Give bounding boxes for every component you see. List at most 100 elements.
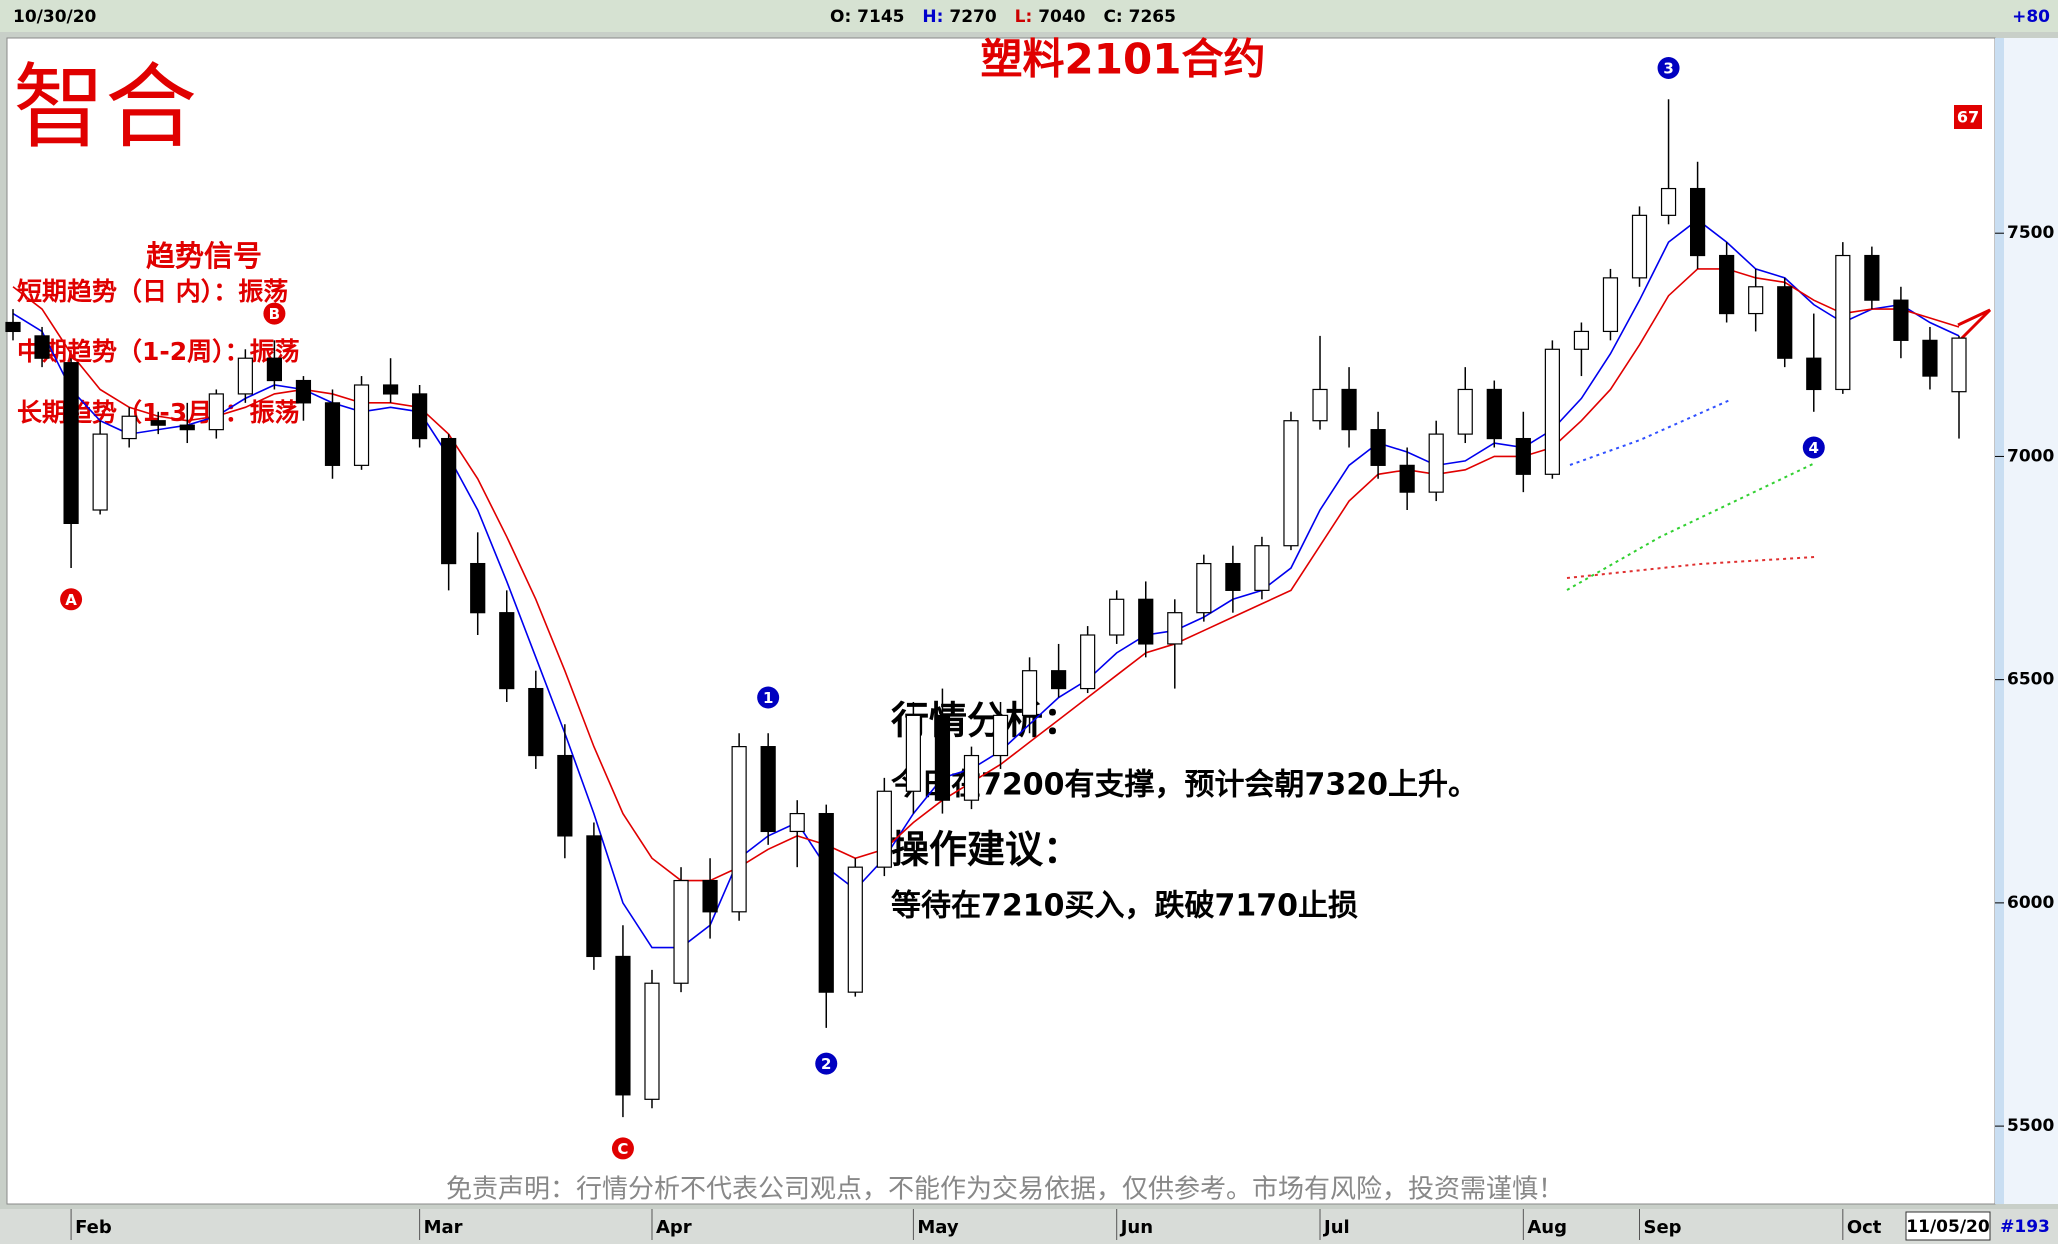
x-tick-label: Sep <box>1644 1217 1682 1238</box>
header-date: 10/30/20 <box>13 7 97 27</box>
candle-body <box>1864 254 1880 301</box>
candle-body <box>441 437 457 565</box>
candle-body <box>179 424 195 431</box>
badge-box <box>1954 105 1982 129</box>
candle-body <box>847 866 863 993</box>
footer-date: 11/05/20 <box>1906 1217 1990 1237</box>
signal-title: 趋势信号 <box>146 239 262 273</box>
candle-body <box>586 835 602 958</box>
wave-marker <box>263 302 286 325</box>
ohlc: O: 7145 H: 7270 L: 7040 C: 7265 <box>830 7 1176 27</box>
wave-label: 3 <box>1663 60 1673 78</box>
candle-body <box>818 812 834 993</box>
value: 7270 <box>949 7 996 27</box>
wave-marker <box>1657 57 1680 80</box>
candle-body <box>1457 388 1473 435</box>
candle-body <box>266 357 283 382</box>
wave-label: C <box>617 1140 628 1158</box>
change: +80 <box>2012 7 2050 27</box>
candle-body <box>1167 612 1183 645</box>
candle-body <box>1312 388 1328 422</box>
candle-body <box>295 379 312 404</box>
candle-body <box>1283 420 1299 547</box>
value: 7145 <box>857 7 904 27</box>
label: O: <box>830 7 851 27</box>
candle-body <box>760 746 776 833</box>
label: L: <box>1015 7 1033 27</box>
candle-body <box>1109 598 1125 636</box>
candle-body <box>1719 254 1735 315</box>
y-tick-label: 6500 <box>2007 670 2054 690</box>
candle-body <box>992 714 1009 757</box>
signal-line: 短期趋势（日 内）：振荡 <box>17 277 288 306</box>
arrow <box>1953 308 1992 347</box>
wave-marker <box>611 1137 634 1160</box>
disclaimer: 免责声明：行情分析不代表公司观点，不能作为交易依据，仅供参考。市场有风险，投资需… <box>446 1175 1564 1205</box>
y-tick-label: 5500 <box>2007 1116 2054 1136</box>
candle-body <box>150 420 166 426</box>
time-bar <box>0 1209 2058 1244</box>
candle-body <box>208 393 224 431</box>
x-tick-label: Feb <box>75 1217 112 1238</box>
candle-body <box>1196 562 1212 614</box>
wave-label: 1 <box>763 689 773 707</box>
candle-body <box>963 754 980 801</box>
x-tick-label: Apr <box>656 1217 692 1238</box>
candle-body <box>382 384 399 395</box>
candle-body <box>702 879 718 913</box>
wave-label: 2 <box>821 1055 831 1073</box>
moving-average <box>12 268 1960 882</box>
candle-body <box>557 754 573 837</box>
candle-body <box>1835 254 1851 391</box>
label: H: <box>922 7 943 27</box>
badge: 67 <box>1957 108 1979 127</box>
candle-body <box>1893 299 1909 341</box>
candle-body <box>1806 357 1822 391</box>
x-tick-label: Jun <box>1119 1217 1153 1238</box>
header-bar <box>0 0 2058 32</box>
candle-body <box>353 384 370 466</box>
candle-body <box>412 393 428 440</box>
candle-body <box>934 714 951 801</box>
candle-body <box>528 687 544 757</box>
wave-label: 4 <box>1809 439 1819 457</box>
candle-body <box>1951 337 1967 393</box>
candle-body <box>1602 277 1619 333</box>
candle-body <box>731 746 747 913</box>
candle-body <box>1399 464 1415 493</box>
advice-heading: 操作建议： <box>891 828 1081 872</box>
candle-body <box>1777 286 1793 359</box>
x-tick-label: Mar <box>424 1217 463 1238</box>
candle-body <box>1225 562 1241 591</box>
footer-date-box <box>1905 1211 1991 1241</box>
chart-title: 塑料2101合约 <box>981 35 1266 84</box>
candle-body <box>34 335 50 359</box>
candle-body <box>1544 348 1560 475</box>
advice-text: 等待在7210买入，跌破7170止损 <box>891 889 1358 924</box>
footer-count: #193 <box>2000 1217 2050 1237</box>
candle-body <box>1051 670 1067 690</box>
candle-body <box>1515 437 1531 475</box>
candle-body <box>673 879 689 984</box>
candle-body <box>1486 388 1502 440</box>
candle-body <box>1631 214 1648 279</box>
value: 7265 <box>1129 7 1176 27</box>
candle-body <box>63 362 79 524</box>
channel-line <box>1566 462 1816 591</box>
candle-body <box>470 562 486 614</box>
candle-body <box>905 714 921 792</box>
price-axis <box>1995 38 2058 1204</box>
signal-line: 中期趋势（1-2周）：振荡 <box>17 337 300 366</box>
candle-body <box>1341 388 1357 431</box>
candle-body <box>237 357 253 395</box>
candle-body <box>121 415 137 440</box>
y-tick-label: 6000 <box>2007 893 2054 913</box>
candle-body <box>615 955 631 1096</box>
candle-body <box>499 612 515 690</box>
candle-body <box>1021 670 1038 716</box>
candle-body <box>1573 330 1590 350</box>
plot-area <box>6 37 1996 1205</box>
candle-body <box>1660 187 1677 216</box>
